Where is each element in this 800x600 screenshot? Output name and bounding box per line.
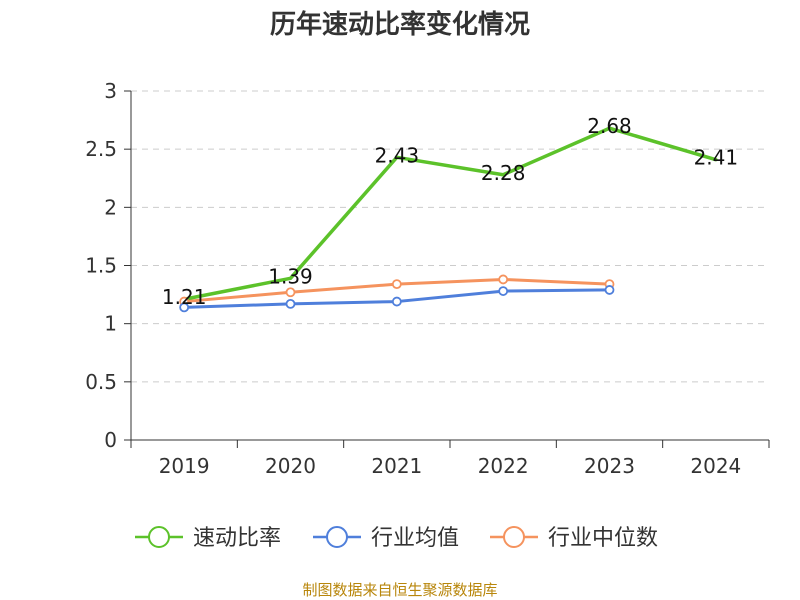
data-label: 1.21	[162, 285, 207, 309]
axes	[124, 90, 770, 448]
series-line-1	[182, 126, 718, 301]
series-lines	[182, 126, 718, 309]
data-labels: 1.21 1.39 2.43 2.28 2.68 2.41	[162, 114, 738, 309]
legend: 速动比率 行业均值 行业中位数	[135, 526, 658, 551]
y-tick-label: 3	[104, 79, 117, 103]
y-tick-label: 1.5	[85, 254, 117, 278]
legend-marker-3	[503, 526, 525, 548]
x-axis-tick-labels: 2019 2020 2021 2022 2023 2024	[159, 454, 742, 478]
x-tick-label: 2021	[371, 454, 422, 478]
series-2-point	[285, 298, 296, 309]
data-label: 2.28	[481, 161, 526, 185]
y-tick-label: 2.5	[85, 137, 117, 161]
y-tick-label: 1	[104, 312, 117, 336]
y-tick-label: 0	[104, 428, 117, 452]
chart-title: 历年速动比率变化情况	[270, 9, 530, 40]
x-tick-label: 2023	[584, 454, 635, 478]
x-tick-label: 2020	[265, 454, 316, 478]
x-tick-label: 2022	[478, 454, 529, 478]
series-2-point	[604, 285, 615, 295]
series-markers	[179, 274, 615, 313]
x-tick-label: 2019	[159, 454, 210, 478]
series-2-point	[179, 302, 190, 313]
data-label: 2.43	[375, 143, 420, 167]
y-tick-label: 2	[104, 195, 117, 219]
x-tick-label: 2024	[690, 454, 741, 478]
grid-lines	[131, 90, 769, 383]
source-note: 制图数据来自恒生聚源数据库	[302, 581, 497, 599]
series-3-point	[498, 274, 509, 285]
y-tick-label: 0.5	[85, 370, 117, 394]
legend-marker-1	[148, 526, 170, 548]
legend-label-2: 行业均值	[371, 526, 459, 551]
series-2-point	[391, 296, 402, 307]
legend-label-3: 行业中位数	[548, 526, 658, 551]
y-axis-tick-labels: 0 0.5 1 1.5 2 2.5 3	[85, 79, 117, 452]
legend-label-1: 速动比率	[193, 526, 281, 551]
legend-marker-2	[326, 526, 348, 548]
data-label: 2.68	[587, 114, 632, 138]
series-3-point	[285, 287, 296, 298]
series-2-point	[498, 286, 509, 296]
data-label: 1.39	[268, 264, 313, 288]
data-label: 2.41	[694, 146, 739, 170]
series-3-point	[391, 279, 402, 290]
